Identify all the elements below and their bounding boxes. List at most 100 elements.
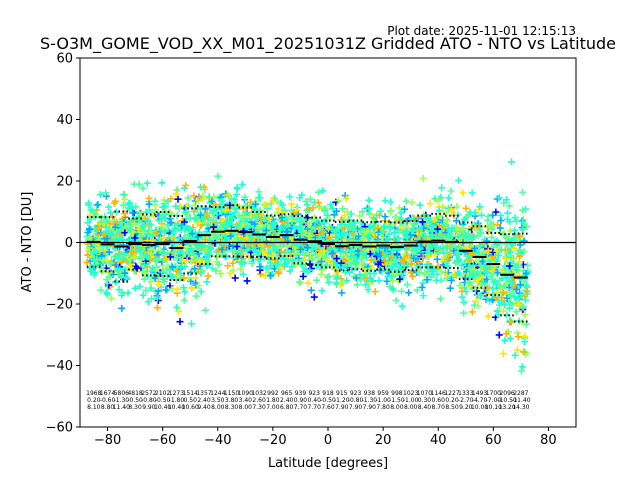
scatter-point [519, 348, 527, 356]
scatter-point [458, 293, 466, 301]
band-count-label: 1032 [251, 390, 266, 397]
scatter-point [471, 244, 479, 252]
scatter-point [394, 226, 402, 234]
band-mean-label: 2.60 [252, 397, 266, 404]
scatter-point [504, 209, 512, 217]
scatter-point [320, 247, 328, 255]
scatter-point [134, 225, 142, 233]
scatter-point [363, 253, 371, 261]
band-count-label: 1273 [169, 390, 184, 397]
scatter-point [99, 257, 107, 265]
scatter-point [476, 242, 484, 250]
scatter-point [474, 302, 482, 310]
scatter-point [139, 229, 147, 237]
band-count-label: 2102 [155, 390, 170, 397]
scatter-point [174, 195, 182, 203]
scatter-point [371, 288, 379, 296]
scatter-point [288, 263, 296, 271]
scatter-point [103, 290, 111, 298]
scatter-point [188, 284, 196, 292]
scatter-point [506, 304, 514, 312]
x-tick-label: 40 [430, 433, 447, 448]
scatter-point [306, 252, 314, 260]
scatter-point [262, 264, 270, 272]
band-std-label: 8.00 [404, 404, 418, 411]
scatter-point [438, 184, 446, 192]
scatter-point [200, 183, 208, 191]
scatter-point [306, 266, 314, 274]
scatter-point [284, 237, 292, 245]
scatter-point [153, 294, 161, 302]
scatter-point [498, 267, 506, 275]
scatter-point [432, 276, 440, 284]
scatter-point [127, 233, 135, 241]
scatter-point [415, 259, 423, 267]
scatter-point [304, 221, 312, 229]
scatter-point [306, 195, 314, 203]
scatter-point [343, 263, 351, 271]
scatter-point [484, 312, 492, 320]
scatter-point [507, 318, 515, 326]
scatter-point [315, 188, 323, 196]
scatter-point [511, 214, 519, 222]
scatter-point [104, 203, 112, 211]
scatter-point [412, 218, 420, 226]
scatter-point [222, 206, 230, 214]
band-count-label: 4818 [127, 390, 142, 397]
scatter-point [341, 212, 349, 220]
scatter-point [107, 230, 115, 238]
scatter-point [379, 233, 387, 241]
scatter-point [365, 196, 373, 204]
scatter-point [445, 232, 453, 240]
scatter-point [297, 246, 305, 254]
scatter-point [107, 294, 115, 302]
scatter-point [343, 276, 351, 284]
scatter-point [130, 180, 138, 188]
scatter-point [88, 266, 96, 274]
scatter-point [120, 190, 128, 198]
scatter-point [139, 184, 147, 192]
scatter-point [519, 303, 527, 311]
scatter-point [416, 245, 424, 253]
scatter-point [227, 195, 235, 203]
scatter-point [488, 267, 496, 275]
scatter-point [437, 267, 445, 275]
band-mean-label: -10.50 [497, 397, 517, 404]
scatter-point [387, 198, 395, 206]
band-count-label: 2287 [513, 390, 528, 397]
scatter-point [501, 336, 509, 344]
scatter-point [148, 210, 156, 218]
scatter-point [356, 237, 364, 245]
band-mean-label: 0.30 [418, 397, 432, 404]
scatter-point [491, 278, 499, 286]
scatter-point [374, 245, 382, 253]
band-std-label: 7.00 [266, 404, 280, 411]
scatter-point [167, 195, 175, 203]
scatter-point [182, 208, 190, 216]
scatter-point [445, 194, 453, 202]
scatter-point [333, 207, 341, 215]
scatter-point [521, 332, 529, 340]
scatter-point [304, 244, 312, 252]
band-mean-label: -0.60 [100, 397, 116, 404]
scatter-point [298, 228, 306, 236]
x-tick-label: −40 [204, 433, 231, 448]
scatter-point [153, 304, 161, 312]
scatter-point [204, 272, 212, 280]
scatter-point [345, 235, 353, 243]
scatter-point [182, 222, 189, 230]
scatter-point [396, 269, 404, 277]
scatter-point [291, 223, 299, 231]
scatter-point [515, 301, 523, 309]
x-tick-label: −60 [149, 433, 176, 448]
band-count-label: 1244 [210, 390, 225, 397]
scatter-point [498, 294, 506, 302]
scatter-point [93, 201, 101, 209]
scatter-point [495, 194, 503, 202]
band-mean-label: 1.80 [266, 397, 280, 404]
plot-date: Plot date: 2025-11-01 12:15:13 [387, 24, 576, 38]
scatter-point [332, 275, 340, 283]
scatter-point [418, 283, 426, 291]
scatter-point [273, 209, 281, 217]
scatter-point [426, 200, 434, 208]
